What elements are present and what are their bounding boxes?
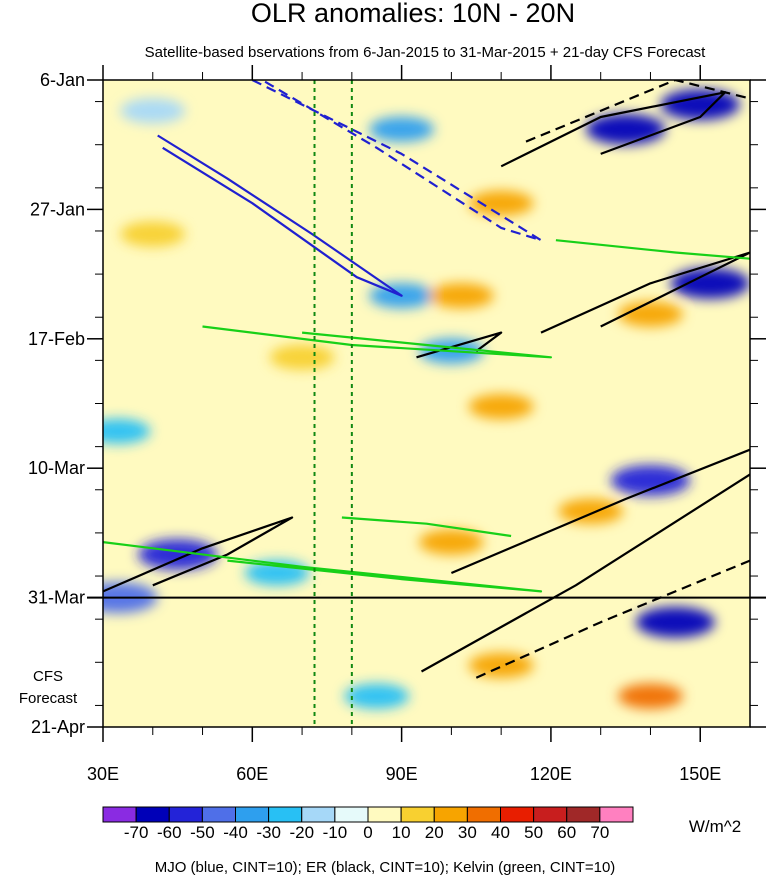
reference-longitude-lines xyxy=(313,80,353,727)
x-tick-label-3: 120E xyxy=(530,764,572,784)
anomaly-blob-12 xyxy=(344,683,410,709)
colorbar-label-12: 50 xyxy=(524,823,543,842)
colorbar-label-10: 30 xyxy=(458,823,477,842)
anomaly-blob-15 xyxy=(428,283,494,309)
contour-er-4 xyxy=(416,331,503,359)
anomaly-blob-18 xyxy=(468,652,534,678)
colorbar-label-11: 40 xyxy=(491,823,510,842)
colorbar-label-3: -40 xyxy=(223,823,248,842)
colorbar-swatch-2 xyxy=(168,806,203,823)
x-axis: 30E 60E 90E 120E 150E xyxy=(87,65,721,784)
y-tick-label-5: 21-Apr xyxy=(31,717,85,737)
colorbar-swatch-4 xyxy=(235,806,270,823)
x-tick-label-1: 60E xyxy=(236,764,268,784)
colorbar-label-8: 10 xyxy=(392,823,411,842)
anomaly-field xyxy=(103,89,750,709)
anomaly-blob-17 xyxy=(418,529,484,555)
colorbar-label-7: 0 xyxy=(363,823,372,842)
y-tick-label-3: 10-Mar xyxy=(28,458,85,478)
colorbar-swatch-3 xyxy=(201,806,236,823)
anomaly-blob-19 xyxy=(618,683,683,709)
contour-mjo-0 xyxy=(157,134,403,297)
colorbar-swatch-1 xyxy=(135,806,170,823)
colorbar-swatch-8 xyxy=(367,806,402,823)
x-tick-label-2: 90E xyxy=(386,764,418,784)
contour-kelvin-13 xyxy=(555,239,750,260)
wave-contours xyxy=(103,80,750,679)
colorbar-swatch-6 xyxy=(301,806,336,823)
anomaly-blob-10 xyxy=(103,418,151,444)
colorbar-swatch-12 xyxy=(500,806,535,823)
colorbar-units: W/m^2 xyxy=(689,817,741,836)
anomaly-blob-13 xyxy=(120,98,186,124)
colorbar-label-0: -70 xyxy=(124,823,149,842)
contour-kelvin-12 xyxy=(341,516,512,538)
colorbar-swatch-11 xyxy=(466,806,501,823)
chart-title: OLR anomalies: 10N - 20N xyxy=(251,0,575,28)
colorbar-label-6: -10 xyxy=(323,823,348,842)
colorbar-swatch-0 xyxy=(102,806,137,823)
y-tick-label-4: 31-Mar xyxy=(28,588,85,608)
contour-er-6 xyxy=(420,473,750,673)
anomaly-blob-4 xyxy=(610,465,691,496)
forecast-label-line1: CFS xyxy=(33,668,63,685)
colorbar-swatch-9 xyxy=(400,806,435,823)
anomaly-blob-16 xyxy=(468,393,534,420)
anomaly-blob-2 xyxy=(670,267,750,299)
y-axis: 6-Jan 27-Jan 17-Feb 10-Mar 31-Mar 21-Apr xyxy=(28,70,766,737)
anomaly-blob-3 xyxy=(138,539,218,570)
contour-er-9 xyxy=(525,80,750,143)
footer-caption: MJO (blue, CINT=10); ER (black, CINT=10)… xyxy=(155,859,616,876)
colorbar-swatch-10 xyxy=(433,806,468,823)
chart-subtitle: Satellite-based bservations from 6-Jan-2… xyxy=(145,44,707,61)
contour-er-3 xyxy=(540,251,750,334)
colorbar-swatch-5 xyxy=(268,806,303,823)
anomaly-blob-23 xyxy=(269,344,335,370)
contour-er-7 xyxy=(450,448,750,575)
contour-er-5 xyxy=(103,516,294,593)
colorbar-label-1: -60 xyxy=(157,823,182,842)
colorbar-label-13: 60 xyxy=(557,823,576,842)
contour-kelvin-10 xyxy=(202,325,553,359)
anomaly-blob-20 xyxy=(558,498,624,524)
anomaly-blob-21 xyxy=(618,301,683,327)
anomaly-blob-9 xyxy=(369,116,435,142)
colorbar-swatch-14 xyxy=(566,806,601,823)
colorbar: -70 -60 -50 -40 -30 -20 -10 0 10 20 30 40 50 60 70 xyxy=(102,806,634,842)
y-tick-label-2: 17-Feb xyxy=(28,329,85,349)
colorbar-label-2: -50 xyxy=(190,823,215,842)
colorbar-label-4: -30 xyxy=(256,823,281,842)
colorbar-label-9: 20 xyxy=(425,823,444,842)
colorbar-swatch-15 xyxy=(599,806,634,823)
anomaly-blob-14 xyxy=(468,190,534,216)
contour-kelvin-11 xyxy=(103,541,543,593)
colorbar-label-5: -20 xyxy=(289,823,314,842)
anomaly-blob-5 xyxy=(635,606,715,638)
y-tick-label-1: 27-Jan xyxy=(30,199,85,219)
forecast-label-line2: Forecast xyxy=(19,690,78,707)
x-tick-label-4: 150E xyxy=(679,764,721,784)
contour-er-8 xyxy=(475,559,750,679)
colorbar-label-14: 70 xyxy=(590,823,609,842)
x-tick-label-0: 30E xyxy=(87,764,119,784)
colorbar-swatch-7 xyxy=(334,806,369,823)
y-tick-label-0: 6-Jan xyxy=(40,70,85,90)
anomaly-blob-22 xyxy=(120,221,186,247)
colorbar-swatch-13 xyxy=(533,806,568,823)
